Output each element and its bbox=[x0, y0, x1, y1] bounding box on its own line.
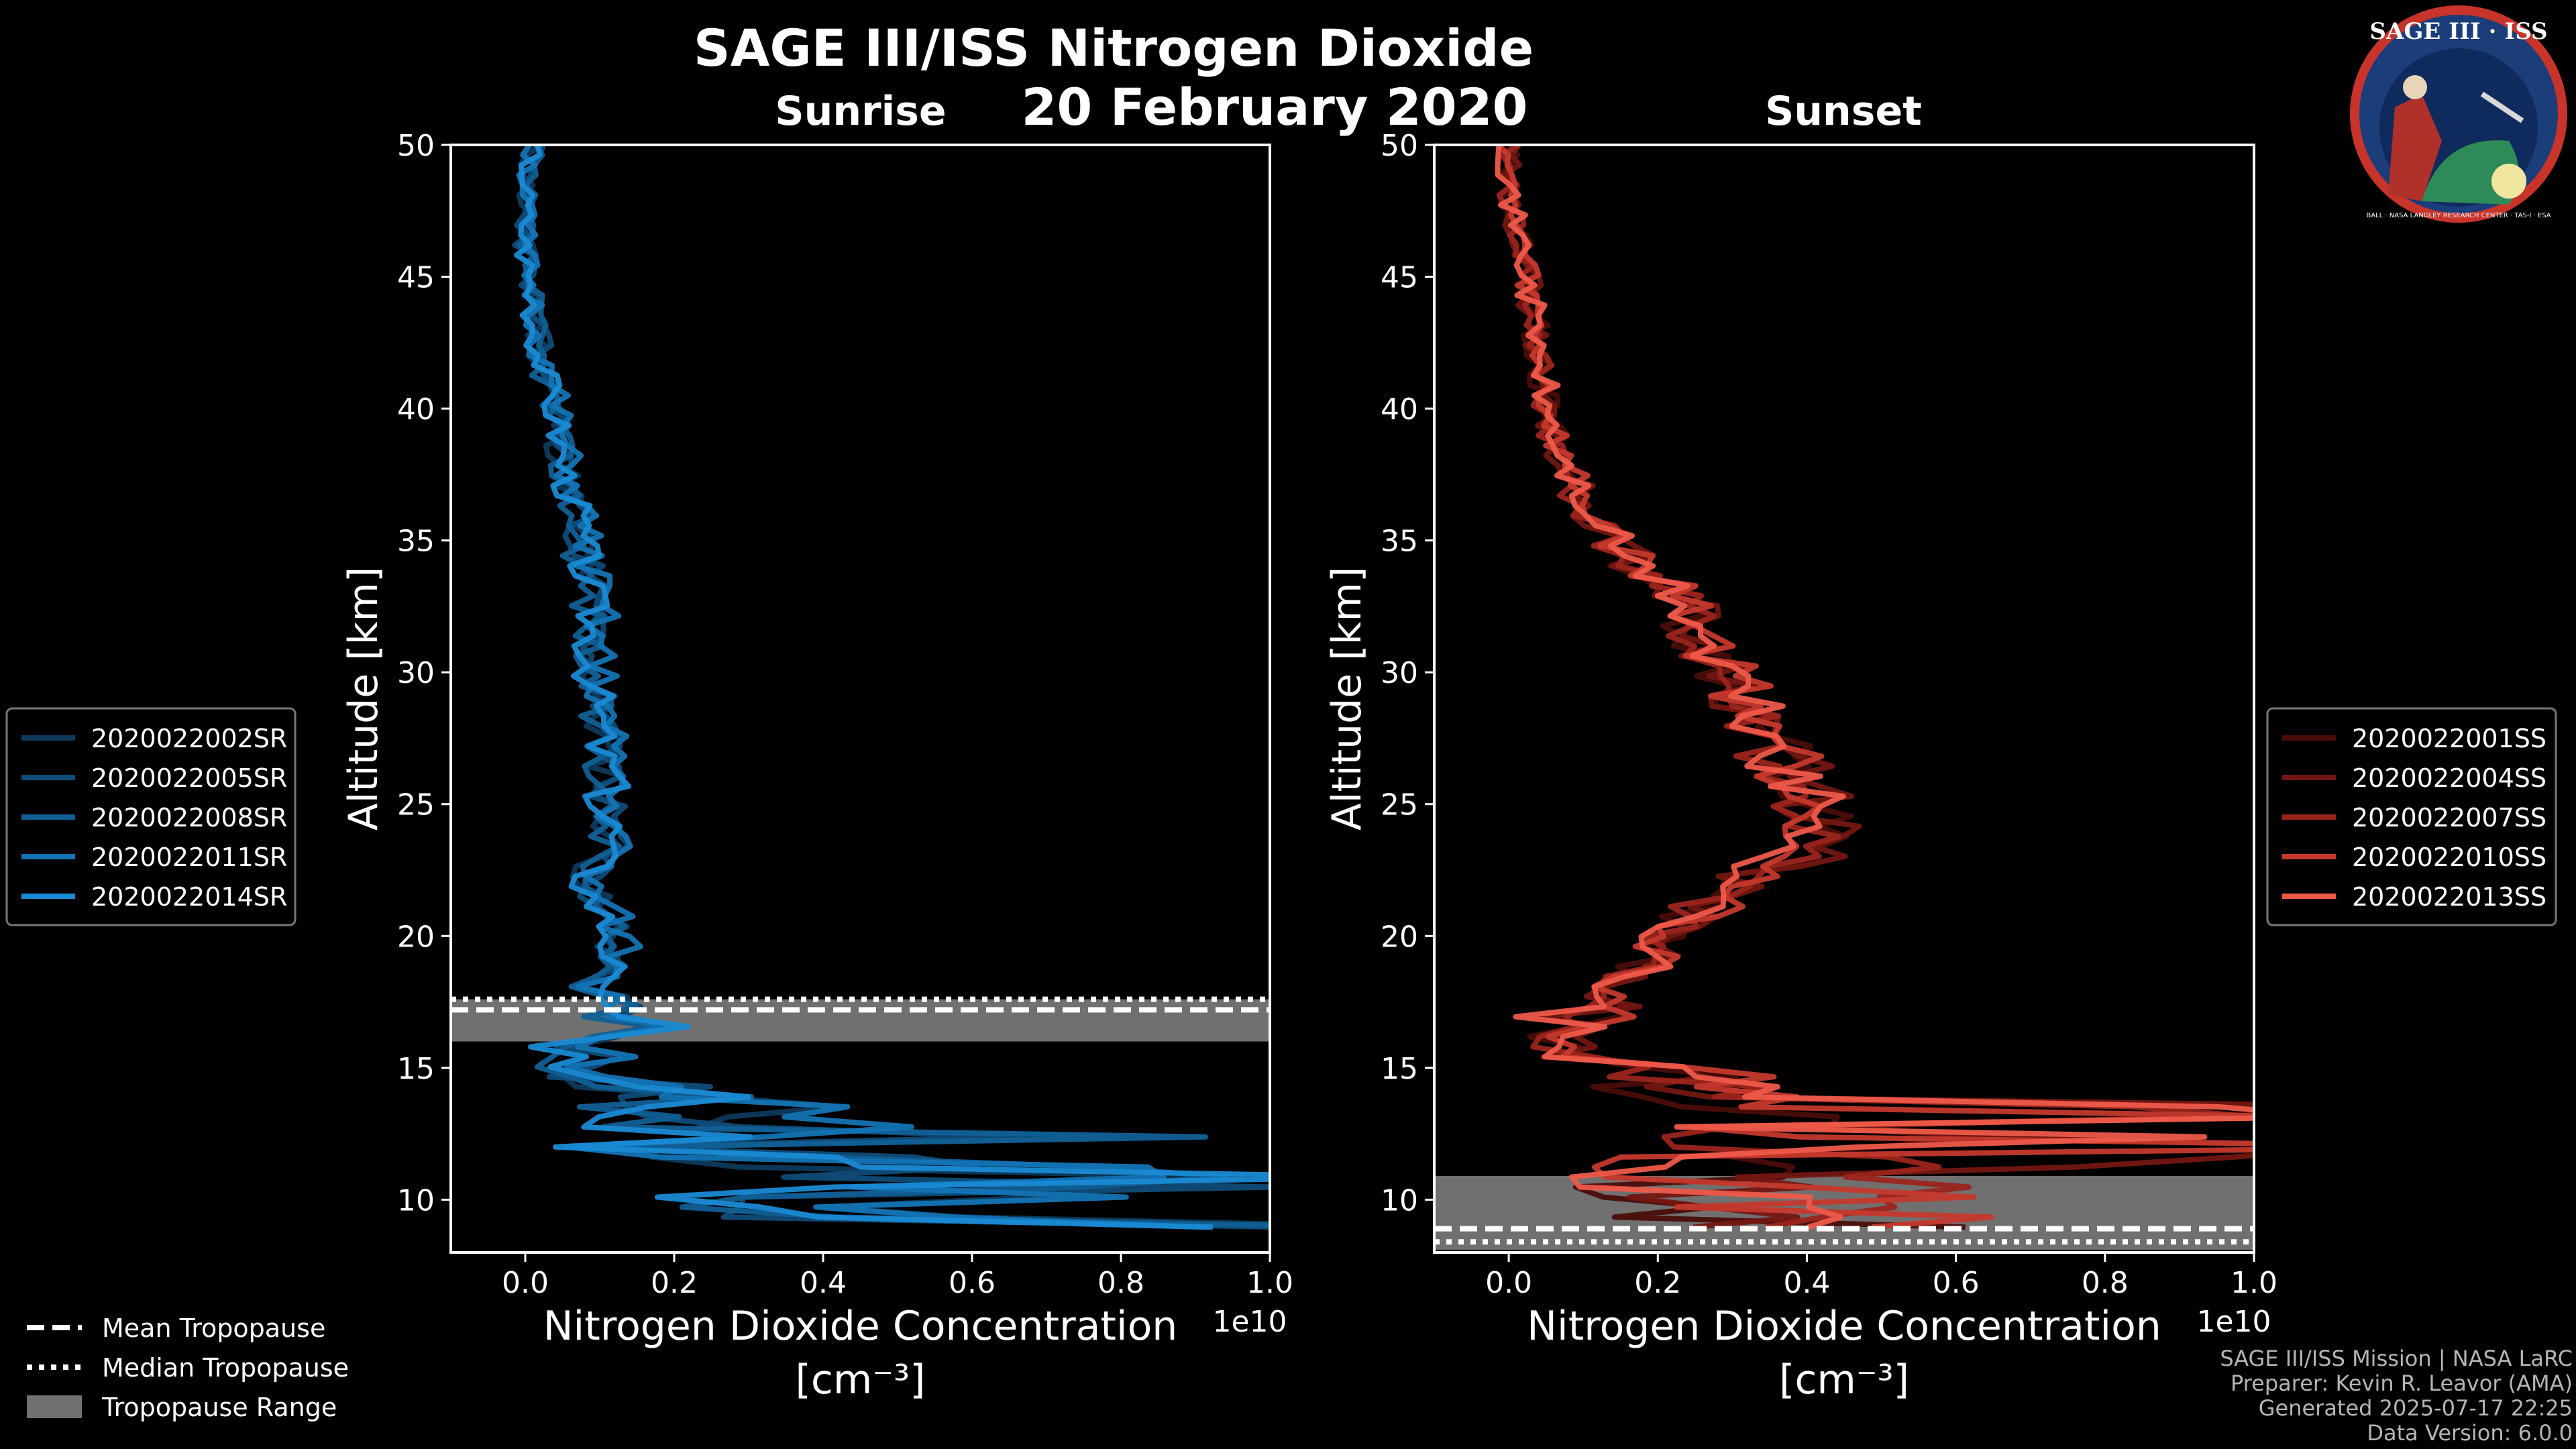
y-tick-label: 35 bbox=[1381, 525, 1418, 559]
logo-iss-icon bbox=[2480, 91, 2524, 123]
panel-title-sunrise: Sunrise bbox=[775, 88, 946, 135]
legend-box bbox=[2266, 707, 2557, 926]
x-offset-label: 1e10 bbox=[1212, 1305, 1287, 1339]
logo-ring-text: BALL · NASA LANGLEY RESEARCH CENTER · TA… bbox=[2366, 212, 2551, 219]
y-axis-label: Altitude [km] bbox=[1324, 567, 1371, 831]
series-lines bbox=[512, 145, 1270, 1230]
x-tick-label: 0.8 bbox=[2082, 1266, 2129, 1300]
y-tick-label: 15 bbox=[1381, 1052, 1418, 1086]
x-axis-unit: [cm⁻³] bbox=[1779, 1356, 1909, 1403]
legend-label-2020022004SS: 2020022004SS bbox=[2352, 763, 2546, 793]
x-axis-unit: [cm⁻³] bbox=[796, 1356, 926, 1403]
mean-tropopause-label: Mean Tropopause bbox=[102, 1313, 325, 1343]
legend-label-2020022002SR: 2020022002SR bbox=[91, 724, 287, 753]
footer-mission: SAGE III/ISS Mission | NASA LaRC bbox=[2220, 1346, 2573, 1371]
main-title: SAGE III/ISS Nitrogen Dioxide bbox=[694, 18, 1534, 78]
x-tick-label: 0.0 bbox=[502, 1266, 549, 1300]
series-line-2020022013SS bbox=[1495, 145, 2254, 1230]
footer-preparer: Preparer: Kevin R. Leavor (AMA) bbox=[2231, 1371, 2573, 1396]
logo-figure-head-icon bbox=[2403, 75, 2427, 99]
plot-frame bbox=[449, 144, 1271, 1254]
x-axis-label: Nitrogen Dioxide Concentration bbox=[1527, 1303, 2161, 1350]
y-tick-label: 45 bbox=[1381, 261, 1418, 295]
y-tick-label: 10 bbox=[1381, 1183, 1418, 1218]
tropopause-range-label: Tropopause Range bbox=[101, 1393, 337, 1422]
legend-label-2020022014SR: 2020022014SR bbox=[91, 882, 287, 912]
legend-label-2020022007SS: 2020022007SS bbox=[2352, 803, 2546, 833]
x-tick-label: 1.0 bbox=[1246, 1266, 1293, 1300]
footer: SAGE III/ISS Mission | NASA LaRC Prepare… bbox=[2220, 1346, 2573, 1446]
y-axis-label: Altitude [km] bbox=[340, 567, 387, 831]
tropopause-legend: Mean Tropopause Median Tropopause Tropop… bbox=[27, 1313, 349, 1422]
y-tick-label: 50 bbox=[397, 129, 435, 163]
legend-label-2020022010SS: 2020022010SS bbox=[2352, 843, 2546, 872]
y-tick-label: 20 bbox=[1381, 920, 1418, 954]
x-axis-label: Nitrogen Dioxide Concentration bbox=[543, 1303, 1178, 1350]
x-tick-label: 0.8 bbox=[1097, 1266, 1144, 1300]
panel-title-sunset: Sunset bbox=[1765, 88, 1922, 135]
y-tick-label: 30 bbox=[397, 656, 435, 690]
series-line-2020022014SR bbox=[514, 145, 1270, 1230]
y-tick-label: 10 bbox=[397, 1183, 435, 1218]
y-tick-label: 20 bbox=[397, 920, 435, 954]
series-line-2020022001SS bbox=[1497, 145, 1966, 1230]
series-lines bbox=[1495, 145, 2254, 1230]
series-line-2020022007SS bbox=[1496, 145, 2254, 1230]
y-tick-label: 15 bbox=[397, 1052, 435, 1086]
y-tick-label: 45 bbox=[397, 261, 435, 295]
x-tick-label: 0.6 bbox=[949, 1266, 996, 1300]
plot-frame bbox=[1433, 144, 2255, 1254]
x-offset-label: 1e10 bbox=[2196, 1305, 2271, 1339]
series-line-2020022005SR bbox=[512, 145, 1270, 1230]
tropopause-range-swatch bbox=[27, 1395, 82, 1418]
logo-figure-icon bbox=[2388, 94, 2442, 201]
logo-text: SAGE III · ISS bbox=[2369, 18, 2547, 45]
sunset-panel: 0.0 0.2 0.4 0.6 0.8 1.0 10 15 20 25 30 35 40 45 50 1e10… bbox=[1324, 129, 2277, 1403]
sunrise-panel: 0.0 0.2 0.4 0.6 0.8 1.0 10 15 20 25 30 35 40 45 50 1e10… bbox=[340, 129, 1293, 1403]
y-tick-label: 35 bbox=[397, 525, 435, 559]
x-tick-label: 0.4 bbox=[1783, 1266, 1830, 1300]
series-line-2020022002SR bbox=[516, 145, 1270, 1227]
series-line-2020022008SR bbox=[517, 145, 1270, 1228]
x-tick-label: 0.4 bbox=[800, 1266, 847, 1300]
logo-moon-icon bbox=[2491, 164, 2526, 199]
legend-label-2020022001SS: 2020022001SS bbox=[2352, 724, 2546, 753]
footer-generated: Generated 2025-07-17 22:25 bbox=[2259, 1395, 2573, 1421]
x-tick-label: 0.6 bbox=[1933, 1266, 1980, 1300]
y-tick-label: 50 bbox=[1381, 129, 1418, 163]
series-line-2020022011SR bbox=[516, 145, 1203, 1230]
tropopause-range-band bbox=[451, 999, 1270, 1042]
x-tick-label: 0.2 bbox=[1634, 1266, 1681, 1300]
date-title: 20 February 2020 bbox=[1022, 77, 1528, 137]
median-tropopause-label: Median Tropopause bbox=[102, 1353, 349, 1383]
x-tick-label: 0.2 bbox=[651, 1266, 698, 1300]
x-tick-label: 1.0 bbox=[2231, 1266, 2277, 1300]
legend-box bbox=[5, 707, 297, 926]
y-tick-label: 30 bbox=[1381, 656, 1418, 690]
footer-data-version: Data Version: 6.0.0 bbox=[2367, 1420, 2573, 1446]
y-tick-label: 40 bbox=[1381, 392, 1418, 427]
legend-label-2020022011SR: 2020022011SR bbox=[91, 843, 287, 872]
sunset-legend: 2020022001SS 2020022004SS 2020022007SS 2020… bbox=[2266, 707, 2557, 926]
legend-label-2020022013SS: 2020022013SS bbox=[2352, 882, 2546, 912]
y-tick-label: 40 bbox=[397, 392, 435, 427]
sage-iii-iss-logo: SAGE III · ISS BALL · NASA LANGLEY RESEA… bbox=[2350, 5, 2567, 223]
legend-label-2020022005SR: 2020022005SR bbox=[91, 763, 287, 793]
y-tick-label: 25 bbox=[397, 788, 435, 822]
y-tick-label: 25 bbox=[1381, 788, 1418, 822]
sunrise-legend: 2020022002SR 2020022005SR 2020022008SR 2020… bbox=[5, 707, 297, 926]
legend-label-2020022008SR: 2020022008SR bbox=[91, 803, 287, 833]
x-tick-label: 0.0 bbox=[1485, 1266, 1532, 1300]
